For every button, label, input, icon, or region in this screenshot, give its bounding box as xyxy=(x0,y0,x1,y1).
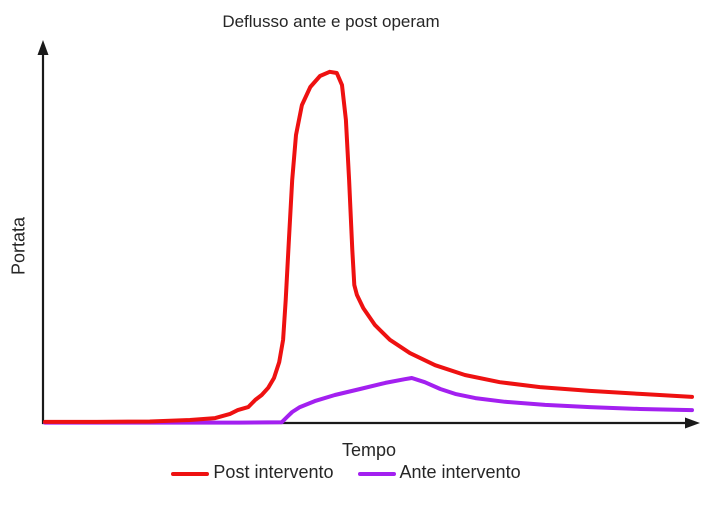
x-axis-label: Tempo xyxy=(341,440,397,460)
y-axis-arrow-icon xyxy=(37,40,49,55)
legend-item-post-intervento: Post intervento xyxy=(171,462,334,483)
legend-label-ante-intervento: Ante intervento xyxy=(399,462,521,482)
legend-swatch-post-intervento xyxy=(171,471,210,476)
chart-title: Deflusso ante e post operam xyxy=(222,12,440,31)
legend-item-ante-intervento: Ante intervento xyxy=(357,462,521,483)
legend: Post intervento Ante intervento xyxy=(0,462,692,483)
legend-swatch-ante-intervento xyxy=(357,471,396,476)
series-line-post-intervento xyxy=(43,69,694,424)
series-line-ante-intervento xyxy=(43,376,694,425)
legend-label-post-intervento: Post intervento xyxy=(213,462,334,482)
x-axis-arrow-icon xyxy=(685,417,700,429)
